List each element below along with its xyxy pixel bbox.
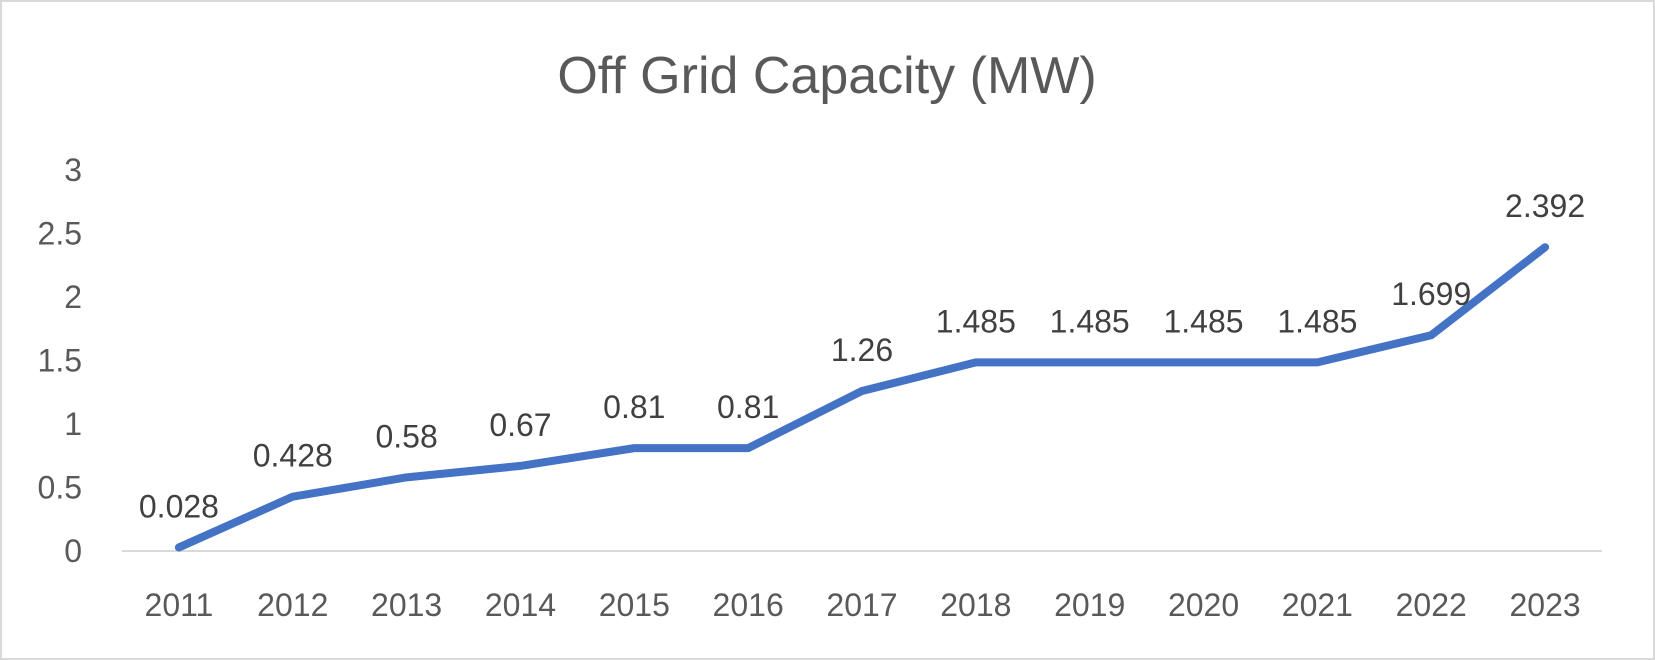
x-axis: 2011 2012 2013 2014 2015 2016 2017 2018 2019 2020…: [145, 587, 1581, 623]
x-tick-label: 2015: [599, 587, 670, 623]
x-tick-label: 2022: [1396, 587, 1467, 623]
x-tick-label: 2011: [145, 587, 214, 623]
x-tick-label: 2017: [826, 587, 897, 623]
data-label: 0.58: [375, 418, 437, 454]
data-label: 2.392: [1505, 188, 1585, 224]
y-tick-label: 3: [64, 152, 82, 188]
data-labels: 0.028 0.428 0.58 0.67 0.81 0.81 1.26 1.485 1.485…: [139, 188, 1585, 524]
series-line: [174, 243, 1550, 552]
x-tick-label: 2016: [713, 587, 784, 623]
x-tick-label: 2018: [940, 587, 1011, 623]
x-tick-label: 2014: [485, 587, 556, 623]
x-tick-label: 2013: [371, 587, 442, 623]
data-label: 1.485: [936, 303, 1016, 339]
y-tick-label: 0: [64, 533, 82, 569]
data-label: 1.485: [1163, 303, 1243, 339]
data-label: 0.81: [717, 389, 779, 425]
x-tick-label: 2020: [1168, 587, 1239, 623]
data-label: 1.699: [1391, 276, 1471, 312]
data-label: 0.428: [253, 438, 333, 474]
data-label: 0.81: [603, 389, 665, 425]
data-label: 1.485: [1277, 303, 1357, 339]
y-tick-label: 0.5: [38, 470, 82, 506]
x-tick-label: 2023: [1509, 587, 1580, 623]
y-tick-label: 1: [64, 406, 82, 442]
y-tick-label: 1.5: [38, 343, 82, 379]
data-label: 0.67: [489, 407, 551, 443]
data-label: 0.028: [139, 488, 219, 524]
x-tick-label: 2021: [1282, 587, 1353, 623]
series-group: [174, 243, 1550, 552]
y-axis: 0 0.5 1 1.5 2 2.5 3: [38, 152, 82, 569]
y-tick-label: 2: [64, 279, 82, 315]
data-label: 1.485: [1050, 303, 1130, 339]
data-label: 1.26: [831, 332, 893, 368]
x-tick-label: 2012: [257, 587, 328, 623]
x-tick-label: 2019: [1054, 587, 1125, 623]
y-tick-label: 2.5: [38, 216, 82, 252]
chart-title: Off Grid Capacity (MW): [557, 47, 1096, 105]
